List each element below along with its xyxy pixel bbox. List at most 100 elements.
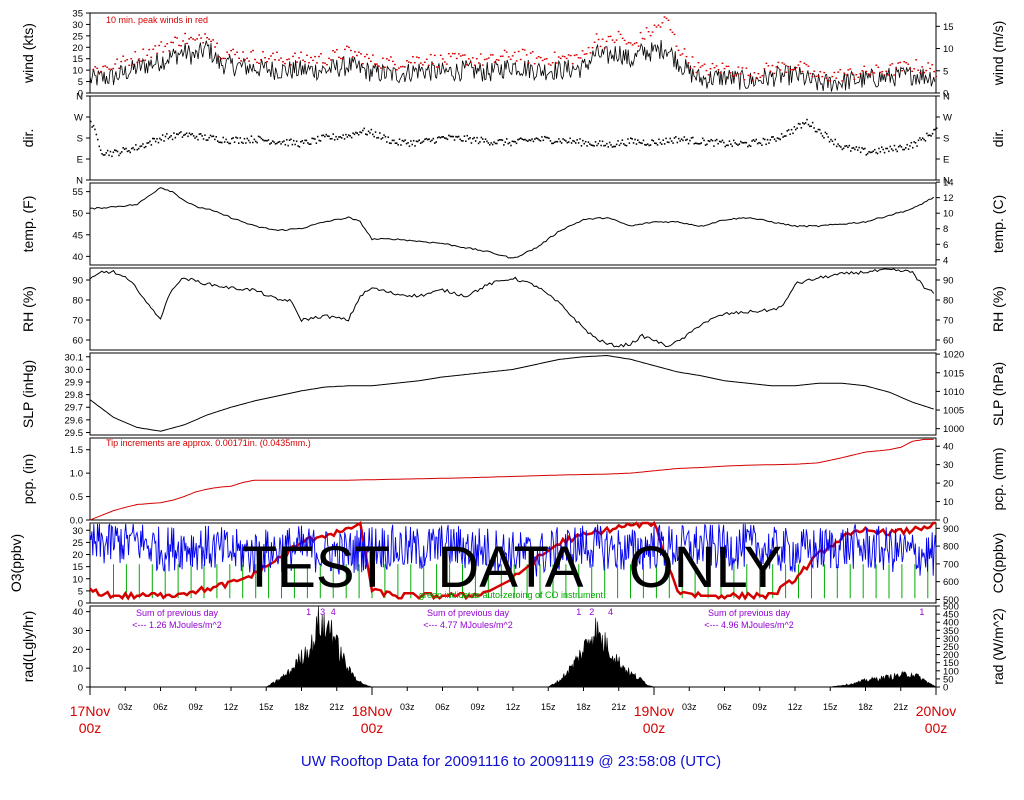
wind-direction-point	[544, 135, 546, 138]
peak-wind-point	[681, 53, 684, 55]
wind-direction-point	[312, 137, 315, 140]
peak-wind-point	[152, 48, 155, 50]
peak-wind-point	[294, 52, 296, 54]
peak-wind-point	[404, 66, 406, 68]
wind-direction-point	[298, 146, 301, 148]
peak-wind-point	[124, 60, 127, 62]
y-tick-label-left: 29.8	[65, 390, 84, 401]
wind-direction-point	[655, 142, 657, 145]
wind-direction-point	[472, 137, 474, 140]
wind-direction-point	[897, 145, 900, 148]
peak-wind-point	[144, 59, 147, 61]
peak-wind-point	[154, 45, 157, 47]
wind-direction-point	[551, 142, 553, 145]
wind-direction-point	[549, 140, 552, 142]
peak-wind-point	[645, 27, 648, 29]
wind-direction-point	[596, 144, 598, 147]
y-tick-label-left: 0	[78, 683, 83, 694]
wind-direction-point	[649, 144, 652, 146]
wind-direction-point	[301, 140, 303, 142]
y-tick-label-right: 10	[943, 44, 954, 55]
peak-wind-point	[659, 26, 662, 28]
wind-direction-point	[192, 135, 195, 137]
peak-wind-point	[138, 58, 141, 60]
wind-direction-point	[813, 127, 815, 129]
peak-wind-point	[633, 42, 636, 45]
peak-wind-point	[553, 51, 556, 53]
wind-direction-point	[308, 143, 310, 145]
wind-direction-point	[97, 138, 99, 141]
wind-direction-point	[185, 132, 188, 135]
peak-wind-point	[232, 48, 234, 51]
wind-direction-point	[821, 135, 824, 137]
wind-direction-point	[878, 147, 880, 150]
wind-direction-point	[893, 144, 896, 147]
wind-direction-point	[936, 127, 938, 129]
peak-wind-point	[689, 67, 692, 69]
peak-wind-point	[322, 62, 324, 64]
peak-wind-point	[571, 62, 574, 65]
peak-wind-point	[677, 49, 680, 51]
peak-wind-point	[102, 65, 105, 68]
y-tick-label-right: 1015	[943, 368, 964, 379]
wind-direction-point	[154, 140, 157, 143]
y-tick-label-right: 1005	[943, 406, 964, 417]
wind-direction-point	[104, 154, 106, 156]
peak-wind-point	[384, 66, 386, 68]
wind-direction-point	[900, 146, 903, 148]
y-tick-label-right: 150	[943, 658, 959, 669]
peak-wind-point	[308, 62, 310, 64]
y-tick-label-left: 25	[72, 31, 83, 42]
wind-direction-point	[121, 151, 123, 153]
wind-direction-point	[197, 138, 199, 141]
wind-direction-point	[264, 139, 267, 142]
wind-direction-point	[786, 130, 788, 132]
y-tick-label-left: 10	[72, 664, 83, 675]
wind-direction-point	[205, 139, 208, 141]
wind-direction-point	[615, 143, 618, 146]
peak-wind-point	[487, 57, 490, 59]
peak-wind-point	[503, 49, 506, 52]
wind-direction-point	[820, 132, 822, 135]
wind-direction-point	[329, 138, 332, 140]
peak-wind-point	[210, 40, 212, 43]
peak-wind-point	[823, 71, 826, 74]
wind-direction-point	[752, 139, 755, 141]
peak-wind-point	[913, 68, 916, 70]
peak-wind-point	[282, 61, 284, 63]
y-tick-label-left: N	[76, 176, 83, 187]
y-tick-label-left: 70	[72, 316, 83, 327]
wind-direction-point	[466, 134, 468, 137]
wind-direction-point	[542, 139, 545, 142]
peak-wind-point	[741, 67, 744, 69]
wind-direction-point	[150, 144, 153, 146]
wind-direction-point	[157, 141, 160, 144]
wind-direction-point	[500, 139, 502, 141]
wind-direction-point	[262, 138, 264, 141]
wind-direction-point	[847, 146, 849, 149]
peak-wind-point	[857, 76, 860, 78]
wind-direction-point	[845, 145, 848, 147]
wind-direction-point	[703, 139, 705, 142]
peak-wind-point	[723, 67, 726, 70]
peak-wind-point	[699, 66, 702, 68]
peak-wind-point	[767, 65, 770, 67]
peak-wind-point	[577, 57, 580, 59]
peak-wind-point	[190, 36, 192, 39]
y-tick-label-right: 300	[943, 634, 959, 645]
wind-direction-point	[115, 149, 117, 152]
peak-wind-point	[711, 62, 714, 65]
peak-wind-point	[911, 70, 914, 72]
wind-direction-point	[147, 142, 150, 144]
peak-wind-point	[827, 79, 830, 82]
peak-wind-point	[170, 41, 173, 43]
wind-direction-point	[539, 140, 542, 142]
wind-direction-point	[149, 140, 151, 143]
wind-direction-point	[188, 132, 191, 135]
wind-direction-point	[635, 143, 638, 145]
wind-direction-point	[692, 136, 694, 139]
wind-direction-point	[280, 143, 282, 145]
peak-wind-point	[569, 54, 572, 57]
y-tick-label-right: 14	[943, 178, 954, 189]
y-tick-label-right: 10	[943, 497, 954, 508]
